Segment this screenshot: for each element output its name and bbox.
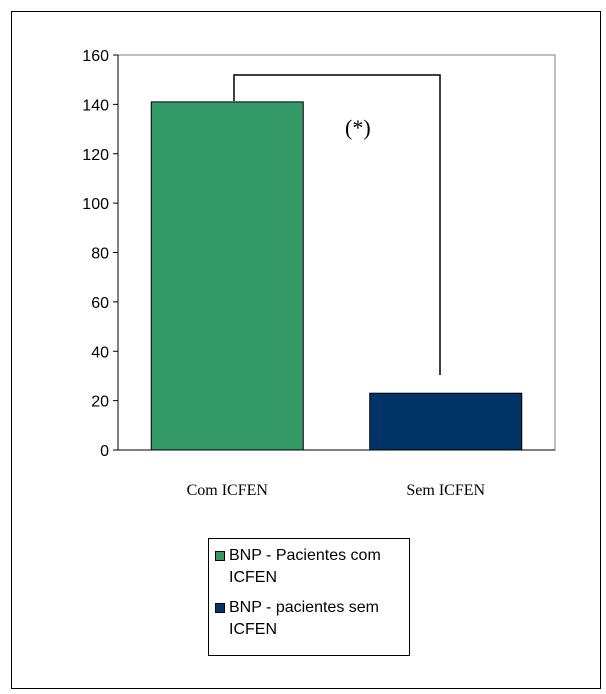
x-category-label: Com ICFEN (187, 482, 269, 499)
significance-annotation: (*) (345, 115, 371, 140)
x-category-label: Sem ICFEN (406, 482, 485, 499)
y-tick-label: 40 (91, 344, 109, 361)
y-tick-label: 0 (100, 443, 109, 460)
legend-label: BNP - pacientes sem ICFEN (229, 599, 379, 638)
legend-item-sem-icfen: BNP - pacientes sem ICFEN (215, 597, 405, 641)
x-axis-category-labels: Com ICFEN Sem ICFEN (187, 482, 486, 499)
bar-com-icfen (150, 101, 304, 451)
legend-swatch-navy (215, 603, 225, 613)
bar-sem-icfen (369, 392, 523, 451)
y-tick-label: 120 (82, 147, 109, 164)
y-axis-ticks: 0 20 40 60 80 100 120 140 160 (82, 48, 118, 460)
y-tick-label: 20 (91, 394, 109, 411)
y-tick-label: 80 (91, 246, 109, 263)
significance-bracket (233, 74, 441, 375)
y-tick-label: 160 (82, 48, 109, 65)
y-tick-label: 100 (82, 196, 109, 213)
y-tick-label: 60 (91, 295, 109, 312)
legend: BNP - Pacientes com ICFEN BNP - paciente… (208, 538, 410, 656)
legend-swatch-green (215, 551, 225, 561)
legend-label: BNP - Pacientes com ICFEN (229, 547, 381, 586)
bars (150, 101, 523, 451)
y-tick-label: 140 (82, 97, 109, 114)
legend-item-com-icfen: BNP - Pacientes com ICFEN (215, 545, 405, 589)
